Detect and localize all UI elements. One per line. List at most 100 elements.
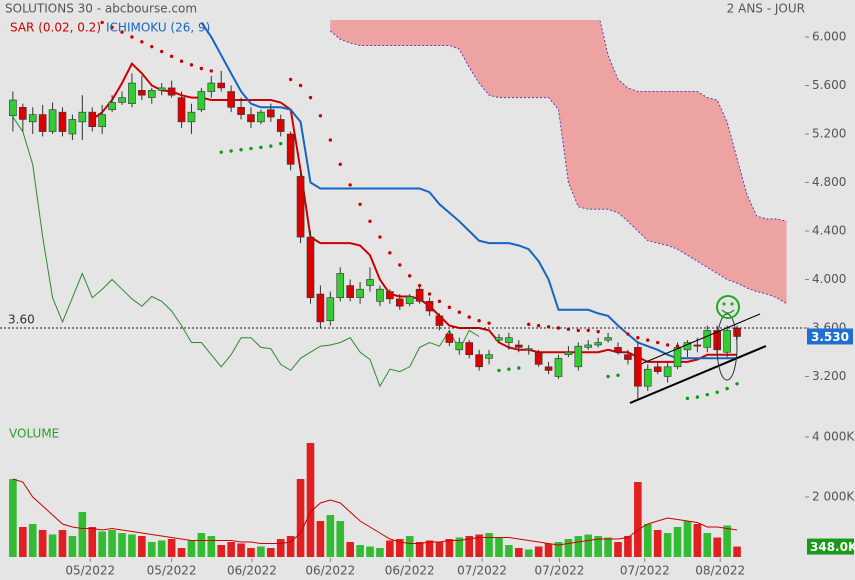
candle-body	[227, 91, 235, 108]
candle-body	[594, 342, 602, 346]
volume-bar	[157, 540, 166, 557]
candle-body	[48, 109, 57, 132]
candle-body	[247, 114, 255, 123]
volume-bar	[316, 521, 325, 557]
sar-dot	[199, 66, 204, 71]
candle-body	[128, 82, 136, 104]
sar-dot	[586, 328, 590, 333]
volume-bar	[475, 534, 483, 557]
sar-dot	[616, 373, 620, 377]
volume-bar	[614, 542, 622, 557]
y-tick-label: 4.000	[812, 272, 846, 286]
sar-dot	[646, 338, 650, 342]
chart-title: SOLUTIONS 30 - abcbourse.com	[5, 2, 197, 16]
candle-body	[326, 297, 335, 322]
candle-body	[316, 293, 325, 323]
volume-bar	[386, 540, 394, 557]
candle-body	[177, 97, 186, 123]
volume-title: VOLUME	[9, 427, 59, 441]
sar-dot	[467, 315, 471, 319]
candle-body	[207, 82, 216, 92]
sar-dot	[705, 392, 709, 397]
volume-bar	[276, 539, 285, 557]
candle-body	[58, 111, 67, 132]
volume-bar	[425, 540, 434, 557]
volume-bar	[68, 536, 77, 557]
candle-body	[366, 279, 374, 286]
volume-bar	[564, 539, 573, 557]
volume-bar	[574, 536, 583, 557]
sar-dot	[368, 219, 372, 223]
candle-body	[88, 111, 97, 128]
volume-bar	[326, 515, 335, 557]
volume-average	[12, 478, 738, 546]
volume-bar	[19, 527, 27, 557]
volume-bar	[177, 548, 186, 557]
volume-bar	[296, 479, 305, 557]
sar-dot	[725, 386, 729, 391]
y-tick-label: 2 000K	[812, 490, 855, 504]
smiley-mouth	[721, 309, 735, 314]
volume-bar	[505, 545, 513, 557]
volume-bar	[167, 539, 176, 557]
sar-dot	[110, 25, 114, 29]
sar-dot	[140, 40, 144, 44]
sar-dot	[388, 251, 392, 255]
candle-body	[187, 111, 196, 123]
sar-dot	[239, 148, 243, 152]
sar-dot	[269, 144, 273, 148]
sar-dot	[636, 335, 640, 340]
candle-body	[78, 111, 87, 123]
sar-dot	[487, 321, 491, 325]
sar-dot	[259, 145, 263, 150]
sar-dot	[159, 49, 164, 54]
candle-body	[495, 337, 503, 341]
candle-body	[703, 330, 712, 348]
y-tick-label: 3.200	[812, 369, 846, 383]
cloud-edge	[329, 30, 787, 305]
candle-body	[475, 354, 483, 368]
volume-bar	[534, 546, 543, 557]
volume-bar	[28, 524, 37, 557]
sar-dot	[576, 328, 581, 333]
candle-body	[405, 296, 414, 305]
sar-dot	[130, 35, 134, 39]
candle-body	[624, 354, 632, 360]
sar-dot	[685, 396, 690, 401]
volume-bar	[673, 527, 682, 557]
sar-dot	[318, 114, 323, 118]
volume-bar	[653, 530, 662, 557]
sar-dot	[308, 95, 313, 100]
volume-bar	[683, 521, 692, 557]
sar-dot	[189, 63, 194, 67]
sar-dot	[735, 382, 739, 386]
period-label: 2 ANS - JOUR	[727, 2, 805, 16]
candle-body	[445, 333, 454, 343]
sar-dot	[417, 283, 422, 288]
ichimoku-line	[12, 116, 480, 388]
sar-dot	[328, 138, 333, 142]
candle-body	[197, 91, 206, 111]
candle-body	[346, 285, 354, 298]
candle-body	[604, 337, 612, 341]
candle-body	[28, 114, 37, 123]
volume-bar	[495, 537, 503, 557]
smiley-eye	[730, 302, 734, 306]
last-volume-box	[807, 538, 854, 555]
volume-bar	[356, 545, 364, 557]
candle-body	[217, 82, 226, 89]
volume-bar	[197, 533, 206, 557]
candle-body	[286, 133, 295, 165]
candle-body	[276, 119, 285, 132]
volume-bar	[395, 539, 404, 557]
sar-dot	[447, 305, 452, 310]
volume-bar	[703, 533, 712, 557]
volume-bar	[405, 536, 414, 557]
volume-bar	[336, 521, 345, 557]
volume-bar	[227, 542, 235, 557]
candle-body	[167, 87, 176, 96]
last-volume-label: 348.0K	[810, 540, 855, 554]
x-tick-label: 06/2022	[227, 564, 277, 578]
